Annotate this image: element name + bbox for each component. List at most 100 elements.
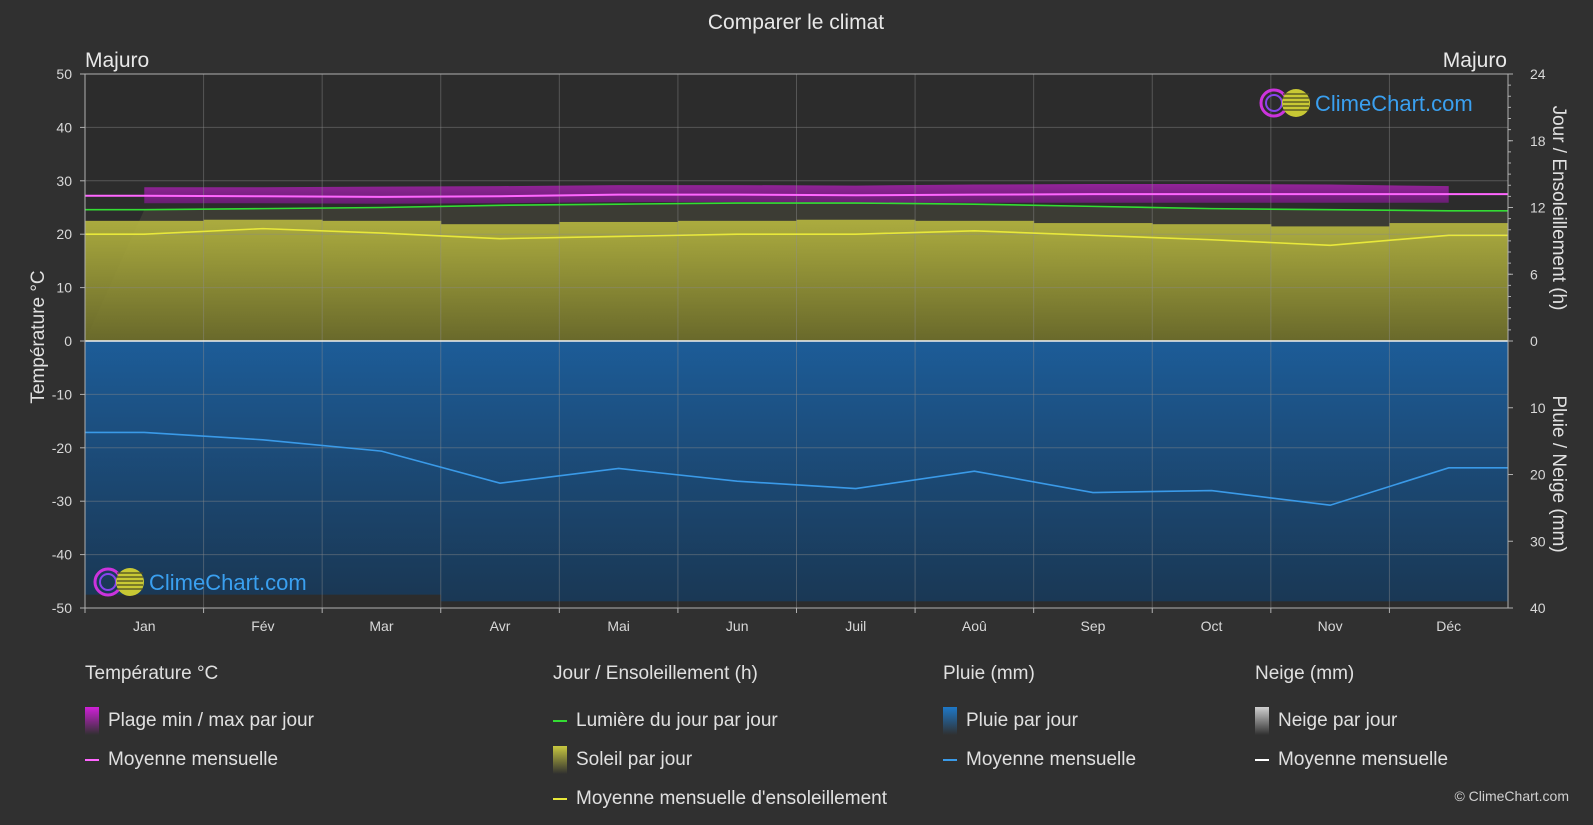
legend-header: Jour / Ensoleillement (h)	[553, 663, 758, 684]
left-tick-label: -40	[52, 547, 72, 563]
legend-item: Soleil par jour	[553, 740, 887, 779]
sunshine-bar	[1389, 223, 1509, 341]
location-right: Majuro	[1443, 49, 1507, 72]
legend-swatch	[553, 797, 567, 800]
daylight-line	[85, 202, 1508, 212]
left-tick-label: -10	[52, 386, 72, 402]
legend-label: Lumière du jour par jour	[576, 709, 778, 731]
legend-item: Moyenne mensuelle	[85, 740, 314, 779]
legend-label: Moyenne mensuelle	[1278, 748, 1449, 770]
left-tick-label: -20	[52, 440, 72, 456]
rain-bar	[677, 341, 797, 602]
rain-bar	[1033, 341, 1153, 602]
legend-swatch	[1255, 706, 1269, 735]
left-tick-label: 20	[56, 226, 72, 242]
rain-bar	[203, 341, 323, 595]
legend-swatch	[553, 745, 567, 774]
legend-group: Neige (mm) Neige par jour Moyenne mensuell…	[1255, 663, 1448, 779]
legend-group: Température °C Plage min / max par jour Mo…	[85, 663, 314, 779]
legend-item: Pluie par jour	[943, 701, 1136, 740]
climechart-logo: ClimeChart.com	[1259, 88, 1473, 118]
right-top-tick-label: 6	[1530, 266, 1538, 282]
logo-sun-icon	[1282, 89, 1310, 117]
legend-swatch	[943, 706, 957, 735]
sunshine-mean-line	[85, 227, 1508, 247]
left-tick-label: 30	[56, 173, 72, 189]
right-bottom-axis-label: Pluie / Neige (mm)	[1548, 395, 1569, 552]
right-top-tick-label: 18	[1530, 133, 1546, 149]
rain-bar	[1152, 341, 1272, 602]
month-label: Juil	[845, 618, 866, 634]
legend-item: Lumière du jour par jour	[553, 701, 887, 740]
sunshine-bar	[440, 224, 560, 341]
temperature-range-band	[144, 184, 1449, 204]
left-tick-label: 0	[64, 333, 72, 349]
left-tick-label: 40	[56, 119, 72, 135]
temperature-mean-line	[85, 193, 1508, 198]
month-label: Mar	[369, 618, 393, 634]
month-label: Mai	[607, 618, 630, 634]
month-label: Jan	[133, 618, 156, 634]
legend-header: Pluie (mm)	[943, 663, 1035, 684]
logo-text: ClimeChart.com	[149, 570, 307, 595]
sunshine-bar	[85, 220, 205, 341]
left-tick-label: 50	[56, 66, 72, 82]
sunshine-bar	[677, 220, 797, 341]
legend-group: Jour / Ensoleillement (h) Lumière du jour…	[553, 663, 887, 818]
rain-bar	[440, 341, 560, 602]
rain-bar	[1389, 341, 1509, 602]
legend-label: Pluie par jour	[966, 709, 1078, 731]
sunshine-bar	[559, 221, 679, 341]
right-top-tick-label: 24	[1530, 66, 1546, 82]
legend-header: Neige (mm)	[1255, 663, 1355, 684]
legend-item: Plage min / max par jour	[85, 701, 314, 740]
right-top-tick-label: 12	[1530, 200, 1546, 216]
legend-label: Neige par jour	[1278, 709, 1398, 731]
month-label: Sep	[1080, 618, 1105, 634]
sunshine-bar	[203, 219, 323, 341]
plot-area: 50 40 30 20 10 0 -10 -20 -30 -40 -50 24 18 12 6 0 10 20 30…	[52, 66, 1546, 634]
sunshine-bar	[915, 220, 1035, 341]
sunshine-bar	[796, 219, 916, 341]
legend-item: Neige par jour	[1255, 701, 1448, 740]
right-top-axis-label: Jour / Ensoleillement (h)	[1548, 106, 1569, 311]
right-bottom-tick-label: 10	[1530, 400, 1546, 416]
left-tick-label: -50	[52, 600, 72, 616]
month-label: Avr	[490, 618, 511, 634]
legend-label: Moyenne mensuelle	[108, 748, 279, 770]
left-tick-label: 10	[56, 280, 72, 296]
month-label: Déc	[1436, 618, 1461, 634]
copyright: © ClimeChart.com	[1454, 788, 1569, 804]
sunshine-bar	[1152, 224, 1272, 341]
month-label: Aoû	[962, 618, 987, 634]
legend-label: Moyenne mensuelle d'ensoleillement	[576, 787, 887, 809]
chart-title: Comparer le climat	[708, 11, 884, 34]
legend-item: Moyenne mensuelle	[1255, 740, 1448, 779]
right-bottom-tick-label: 40	[1530, 600, 1546, 616]
legend-label: Moyenne mensuelle	[966, 748, 1137, 770]
rain-mean-line	[85, 431, 1508, 507]
rain-bar	[1270, 341, 1390, 602]
legend-swatch	[85, 758, 99, 761]
legend-item: Moyenne mensuelle	[943, 740, 1136, 779]
rain-bar	[322, 341, 442, 595]
rain-bar	[559, 341, 679, 602]
month-label: Jun	[726, 618, 749, 634]
rain-bar	[85, 341, 205, 595]
legend-item: Moyenne mensuelle d'ensoleillement	[553, 779, 887, 818]
month-label: Oct	[1201, 618, 1223, 634]
legend-swatch	[943, 758, 957, 761]
right-bottom-tick-label: 30	[1530, 533, 1546, 549]
month-label: Fév	[251, 618, 274, 634]
legend-swatch	[85, 706, 99, 735]
sunshine-bar	[322, 220, 442, 341]
logo-text: ClimeChart.com	[1315, 91, 1473, 116]
legend-label: Plage min / max par jour	[108, 709, 314, 731]
left-axis-label: Température °C	[28, 270, 49, 403]
logo-sun-icon	[116, 568, 144, 596]
sunshine-bar	[1033, 223, 1153, 341]
legend-group: Pluie (mm) Pluie par jour Moyenne mensuell…	[943, 663, 1136, 779]
legend-swatch	[1255, 758, 1269, 761]
legend-header: Température °C	[85, 663, 219, 684]
